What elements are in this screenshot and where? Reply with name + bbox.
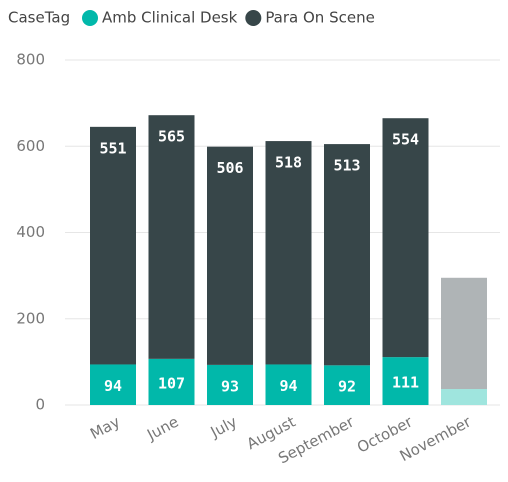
bar-segment [90, 126, 136, 365]
bar-segment [148, 358, 195, 405]
bar-segment [324, 144, 370, 366]
bar-segment [265, 141, 312, 365]
data-label: 92 [338, 378, 356, 396]
bar-segment [207, 364, 253, 405]
legend-label: Amb Clinical Desk [102, 9, 238, 27]
bar-segment [441, 389, 487, 405]
data-label: 551 [99, 139, 126, 157]
y-tick-label: 400 [16, 223, 45, 241]
bar-segment [382, 118, 429, 358]
legend-swatch [82, 10, 98, 26]
data-label: 93 [221, 377, 239, 395]
x-tick-label: May [87, 413, 123, 444]
y-tick-label: 0 [35, 396, 45, 414]
data-label: 107 [158, 374, 185, 392]
bar-segment [265, 364, 312, 405]
y-tick-label: 800 [16, 51, 45, 69]
data-label: 111 [392, 374, 419, 392]
x-tick-label: June [143, 413, 181, 445]
bar-segment [90, 364, 136, 405]
legend-label: Para On Scene [265, 9, 375, 27]
data-label: 565 [158, 128, 185, 146]
bar-segment [382, 357, 429, 405]
bar-segment [148, 115, 195, 359]
data-label: 94 [279, 377, 297, 395]
bar-segment [441, 277, 487, 390]
x-tick-label: July [207, 413, 240, 442]
y-tick-label: 200 [16, 309, 45, 327]
y-tick-label: 600 [16, 137, 45, 155]
bar-segment [207, 146, 253, 365]
data-label: 506 [216, 159, 243, 177]
data-label: 518 [275, 154, 302, 172]
data-label: 554 [392, 131, 419, 149]
data-label: 513 [333, 157, 360, 175]
data-label: 94 [104, 377, 122, 395]
bar-segment [324, 365, 370, 405]
legend-swatch [245, 10, 262, 26]
legend-title: CaseTag [8, 9, 70, 27]
